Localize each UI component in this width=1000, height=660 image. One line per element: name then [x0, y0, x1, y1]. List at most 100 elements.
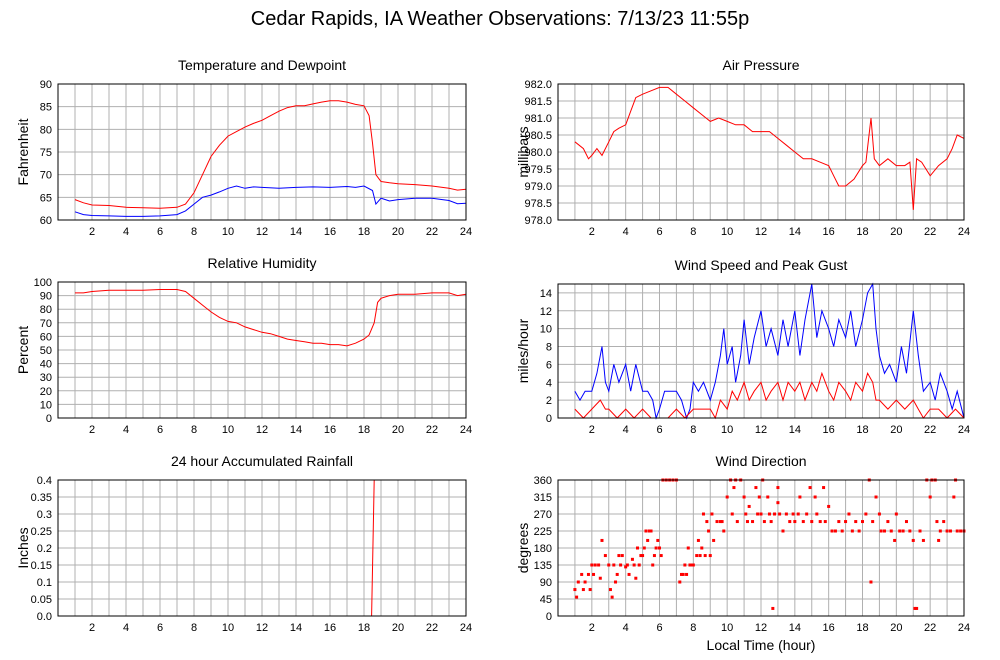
y-tick-label: 0	[546, 413, 552, 425]
data-point	[573, 588, 577, 592]
data-point	[678, 580, 682, 584]
x-tick-label: 6	[656, 226, 662, 238]
data-point	[588, 588, 592, 592]
x-tick-label: 8	[191, 226, 197, 238]
y-tick-label: 360	[534, 475, 552, 487]
data-point	[773, 512, 777, 516]
data-point	[918, 529, 922, 533]
y-tick-label: 225	[534, 526, 552, 538]
chart-title: 24 hour Accumulated Rainfall	[171, 453, 353, 469]
data-point	[810, 520, 814, 524]
data-point	[686, 546, 690, 550]
data-point	[627, 572, 631, 576]
x-tick-label: 16	[823, 622, 835, 634]
x-axis-label: Local Time (hour)	[707, 637, 816, 653]
x-tick-label: 14	[789, 226, 801, 238]
data-point	[576, 580, 580, 584]
y-tick-label: 0.15	[31, 560, 52, 572]
x-tick-label: 18	[358, 226, 370, 238]
y-tick-label: 40	[40, 359, 52, 371]
data-point	[619, 563, 623, 567]
y-tick-label: 0	[546, 611, 552, 623]
data-point	[754, 486, 758, 490]
x-tick-label: 2	[89, 424, 95, 436]
x-tick-label: 2	[589, 622, 595, 634]
data-point	[796, 512, 800, 516]
data-point	[877, 512, 881, 516]
data-point	[921, 538, 925, 542]
data-point	[822, 486, 826, 490]
data-point	[735, 520, 739, 524]
x-tick-label: 8	[690, 622, 696, 634]
x-tick-label: 16	[823, 226, 835, 238]
plot-frame	[57, 479, 467, 617]
data-point	[586, 572, 590, 576]
x-tick-label: 6	[157, 622, 163, 634]
y-tick-label: 982.0	[524, 79, 552, 91]
data-point	[598, 576, 602, 580]
data-point	[725, 495, 729, 499]
y-tick-label: 85	[40, 102, 52, 114]
data-point	[864, 512, 868, 516]
series-line-1	[574, 282, 965, 420]
x-tick-label: 2	[589, 424, 595, 436]
data-point	[659, 554, 663, 558]
data-point	[837, 520, 841, 524]
data-point	[712, 538, 716, 542]
data-point	[718, 520, 722, 524]
data-point	[637, 563, 641, 567]
data-point	[854, 520, 858, 524]
data-point	[695, 554, 699, 558]
data-point	[607, 563, 611, 567]
page-title: Cedar Rapids, IA Weather Observations: 7…	[250, 8, 750, 30]
data-point	[617, 554, 621, 558]
chart-title: Air Pressure	[722, 57, 799, 73]
data-point	[894, 512, 898, 516]
x-tick-label: 24	[460, 622, 472, 634]
data-point	[720, 520, 724, 524]
data-point	[652, 554, 656, 558]
y-tick-label: 70	[40, 170, 52, 182]
data-point	[651, 563, 655, 567]
data-point	[808, 486, 812, 490]
data-point	[757, 495, 761, 499]
data-point	[830, 529, 834, 533]
x-tick-label: 24	[958, 622, 970, 634]
x-tick-label: 16	[823, 424, 835, 436]
x-tick-label: 22	[426, 622, 438, 634]
chart-title: Wind Direction	[715, 453, 806, 469]
x-tick-label: 14	[789, 424, 801, 436]
data-point	[938, 529, 942, 533]
x-tick-label: 14	[290, 622, 302, 634]
data-point	[744, 512, 748, 516]
data-point	[778, 512, 782, 516]
plot-frame	[57, 83, 467, 221]
data-point	[908, 529, 912, 533]
series-line-2	[74, 185, 467, 217]
y-axis-label: degrees	[515, 523, 531, 574]
data-point	[857, 529, 861, 533]
x-tick-label: 10	[222, 622, 234, 634]
y-tick-label: 12	[540, 306, 552, 318]
data-point	[612, 563, 616, 567]
data-point	[691, 563, 695, 567]
y-tick-label: 50	[40, 345, 52, 357]
data-point	[904, 520, 908, 524]
x-tick-label: 12	[755, 226, 767, 238]
data-point	[793, 520, 797, 524]
data-point	[683, 563, 687, 567]
data-point	[581, 588, 585, 592]
data-point	[840, 529, 844, 533]
data-point	[641, 554, 645, 558]
chart-title: Wind Speed and Peak Gust	[675, 257, 848, 273]
y-axis-label: Percent	[15, 326, 31, 374]
y-tick-label: 270	[534, 509, 552, 521]
data-point	[642, 546, 646, 550]
data-point	[911, 538, 915, 542]
y-tick-label: 0.25	[31, 526, 52, 538]
y-tick-label: 980.0	[524, 147, 552, 159]
y-axis-label: miles/hour	[515, 318, 531, 383]
data-point	[654, 546, 658, 550]
x-tick-label: 18	[856, 226, 868, 238]
x-tick-label: 6	[157, 226, 163, 238]
